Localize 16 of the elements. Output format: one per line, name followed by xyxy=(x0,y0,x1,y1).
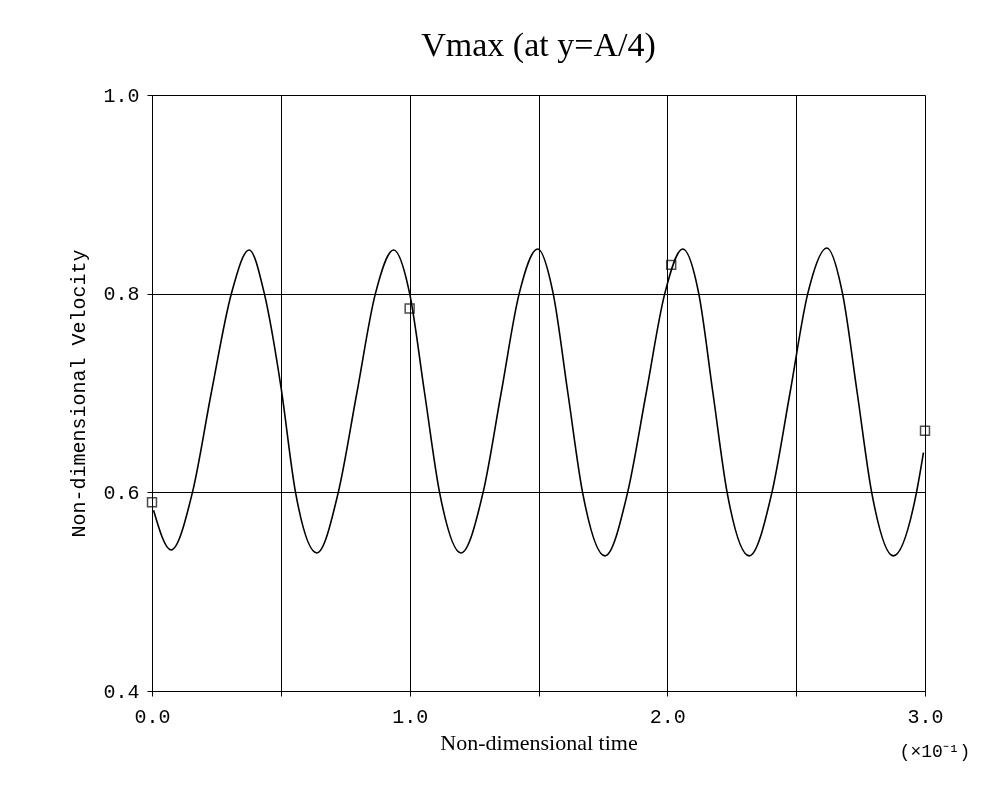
y-tick-label: 0.6 xyxy=(103,481,140,505)
point xyxy=(665,259,677,271)
x-tick-label: 1.0 xyxy=(392,705,429,729)
x-axis-title: Non-dimensional time xyxy=(440,729,638,755)
x-tick-label: 2.0 xyxy=(649,705,686,729)
x-tick-label: 3.0 xyxy=(907,705,944,729)
y-tick-label: 0.8 xyxy=(103,283,140,307)
text: (×10⁻¹) xyxy=(899,742,971,762)
y-axis-title: Non-dimensional Velocity xyxy=(68,249,92,538)
x-tick-label: 0.0 xyxy=(134,705,171,729)
chart-title: Vmax (at y=A/4) xyxy=(421,26,656,64)
point xyxy=(919,425,931,436)
point xyxy=(146,497,158,508)
y-tick-label: 0.4 xyxy=(103,680,140,704)
y-tick-label: 1.0 xyxy=(103,84,140,108)
point xyxy=(404,303,415,314)
